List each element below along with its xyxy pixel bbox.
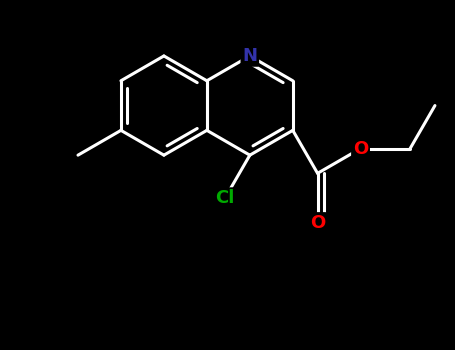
Text: N: N: [243, 47, 258, 65]
Text: O: O: [310, 214, 325, 232]
Text: Cl: Cl: [215, 189, 235, 207]
Text: O: O: [353, 140, 368, 158]
